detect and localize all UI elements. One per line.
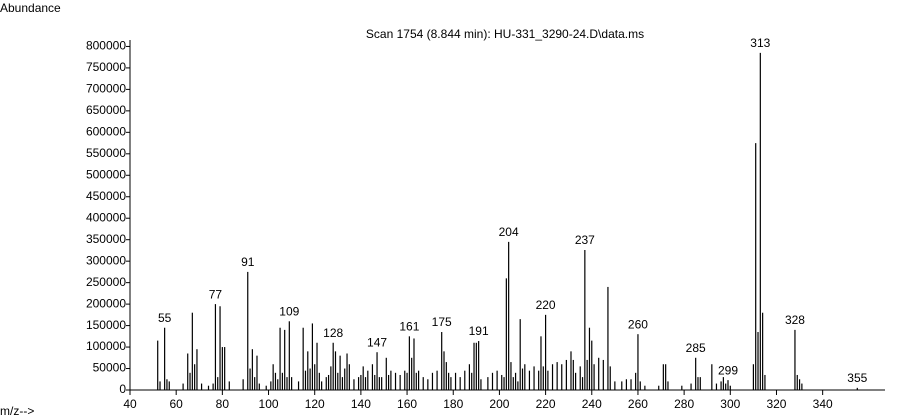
peak-label: 175 [432,315,452,329]
y-tick-label: 150000 [86,318,126,332]
y-tick-label: 500000 [86,167,126,181]
x-tick-label: 320 [766,397,786,411]
y-tick-label: 600000 [86,125,126,139]
peak-label: 191 [469,324,489,338]
peak-label: 260 [628,317,648,331]
x-tick-label: 40 [123,397,137,411]
peak-label: 299 [718,363,738,377]
y-tick-label: 400000 [86,210,126,224]
peak-label: 161 [399,319,419,333]
y-tick-label: 550000 [86,146,126,160]
y-axis-label: Abundance [0,1,61,15]
y-tick-label: 0 [119,382,126,396]
y-tick-label: 800000 [86,39,126,53]
peak-label: 328 [785,313,805,327]
peak-label: 91 [241,255,255,269]
peak-label: 355 [847,371,867,385]
peak-label: 77 [209,287,223,301]
x-tick-label: 160 [397,397,417,411]
y-tick-label: 350000 [86,232,126,246]
peak-label: 109 [279,304,299,318]
x-tick-label: 200 [489,397,509,411]
peak-label: 147 [367,335,387,349]
peak-label: 237 [575,233,595,247]
y-tick-label: 50000 [93,361,127,375]
peak-label: 55 [158,311,172,325]
x-tick-label: 60 [169,397,183,411]
peak-label: 285 [686,341,706,355]
peak-label: 128 [323,326,343,340]
y-tick-label: 250000 [86,275,126,289]
x-tick-label: 220 [536,397,556,411]
y-tick-label: 700000 [86,82,126,96]
peak-label: 220 [536,298,556,312]
x-tick-label: 240 [582,397,602,411]
y-tick-label: 300000 [86,253,126,267]
chart-title: Scan 1754 (8.844 min): HU-331_3290-24.D\… [366,27,644,41]
x-tick-label: 260 [628,397,648,411]
y-tick-label: 200000 [86,296,126,310]
x-tick-label: 120 [305,397,325,411]
y-tick-label: 100000 [86,339,126,353]
x-tick-label: 280 [674,397,694,411]
x-tick-label: 180 [443,397,463,411]
x-tick-label: 340 [813,397,833,411]
y-tick-label: 450000 [86,189,126,203]
y-tick-label: 750000 [86,60,126,74]
x-tick-label: 300 [720,397,740,411]
x-axis-label: m/z--> [0,404,34,418]
peak-label: 313 [750,36,770,50]
y-tick-label: 650000 [86,103,126,117]
peak-label: 204 [499,225,519,239]
x-tick-label: 100 [259,397,279,411]
x-tick-label: 140 [351,397,371,411]
x-tick-label: 80 [216,397,230,411]
